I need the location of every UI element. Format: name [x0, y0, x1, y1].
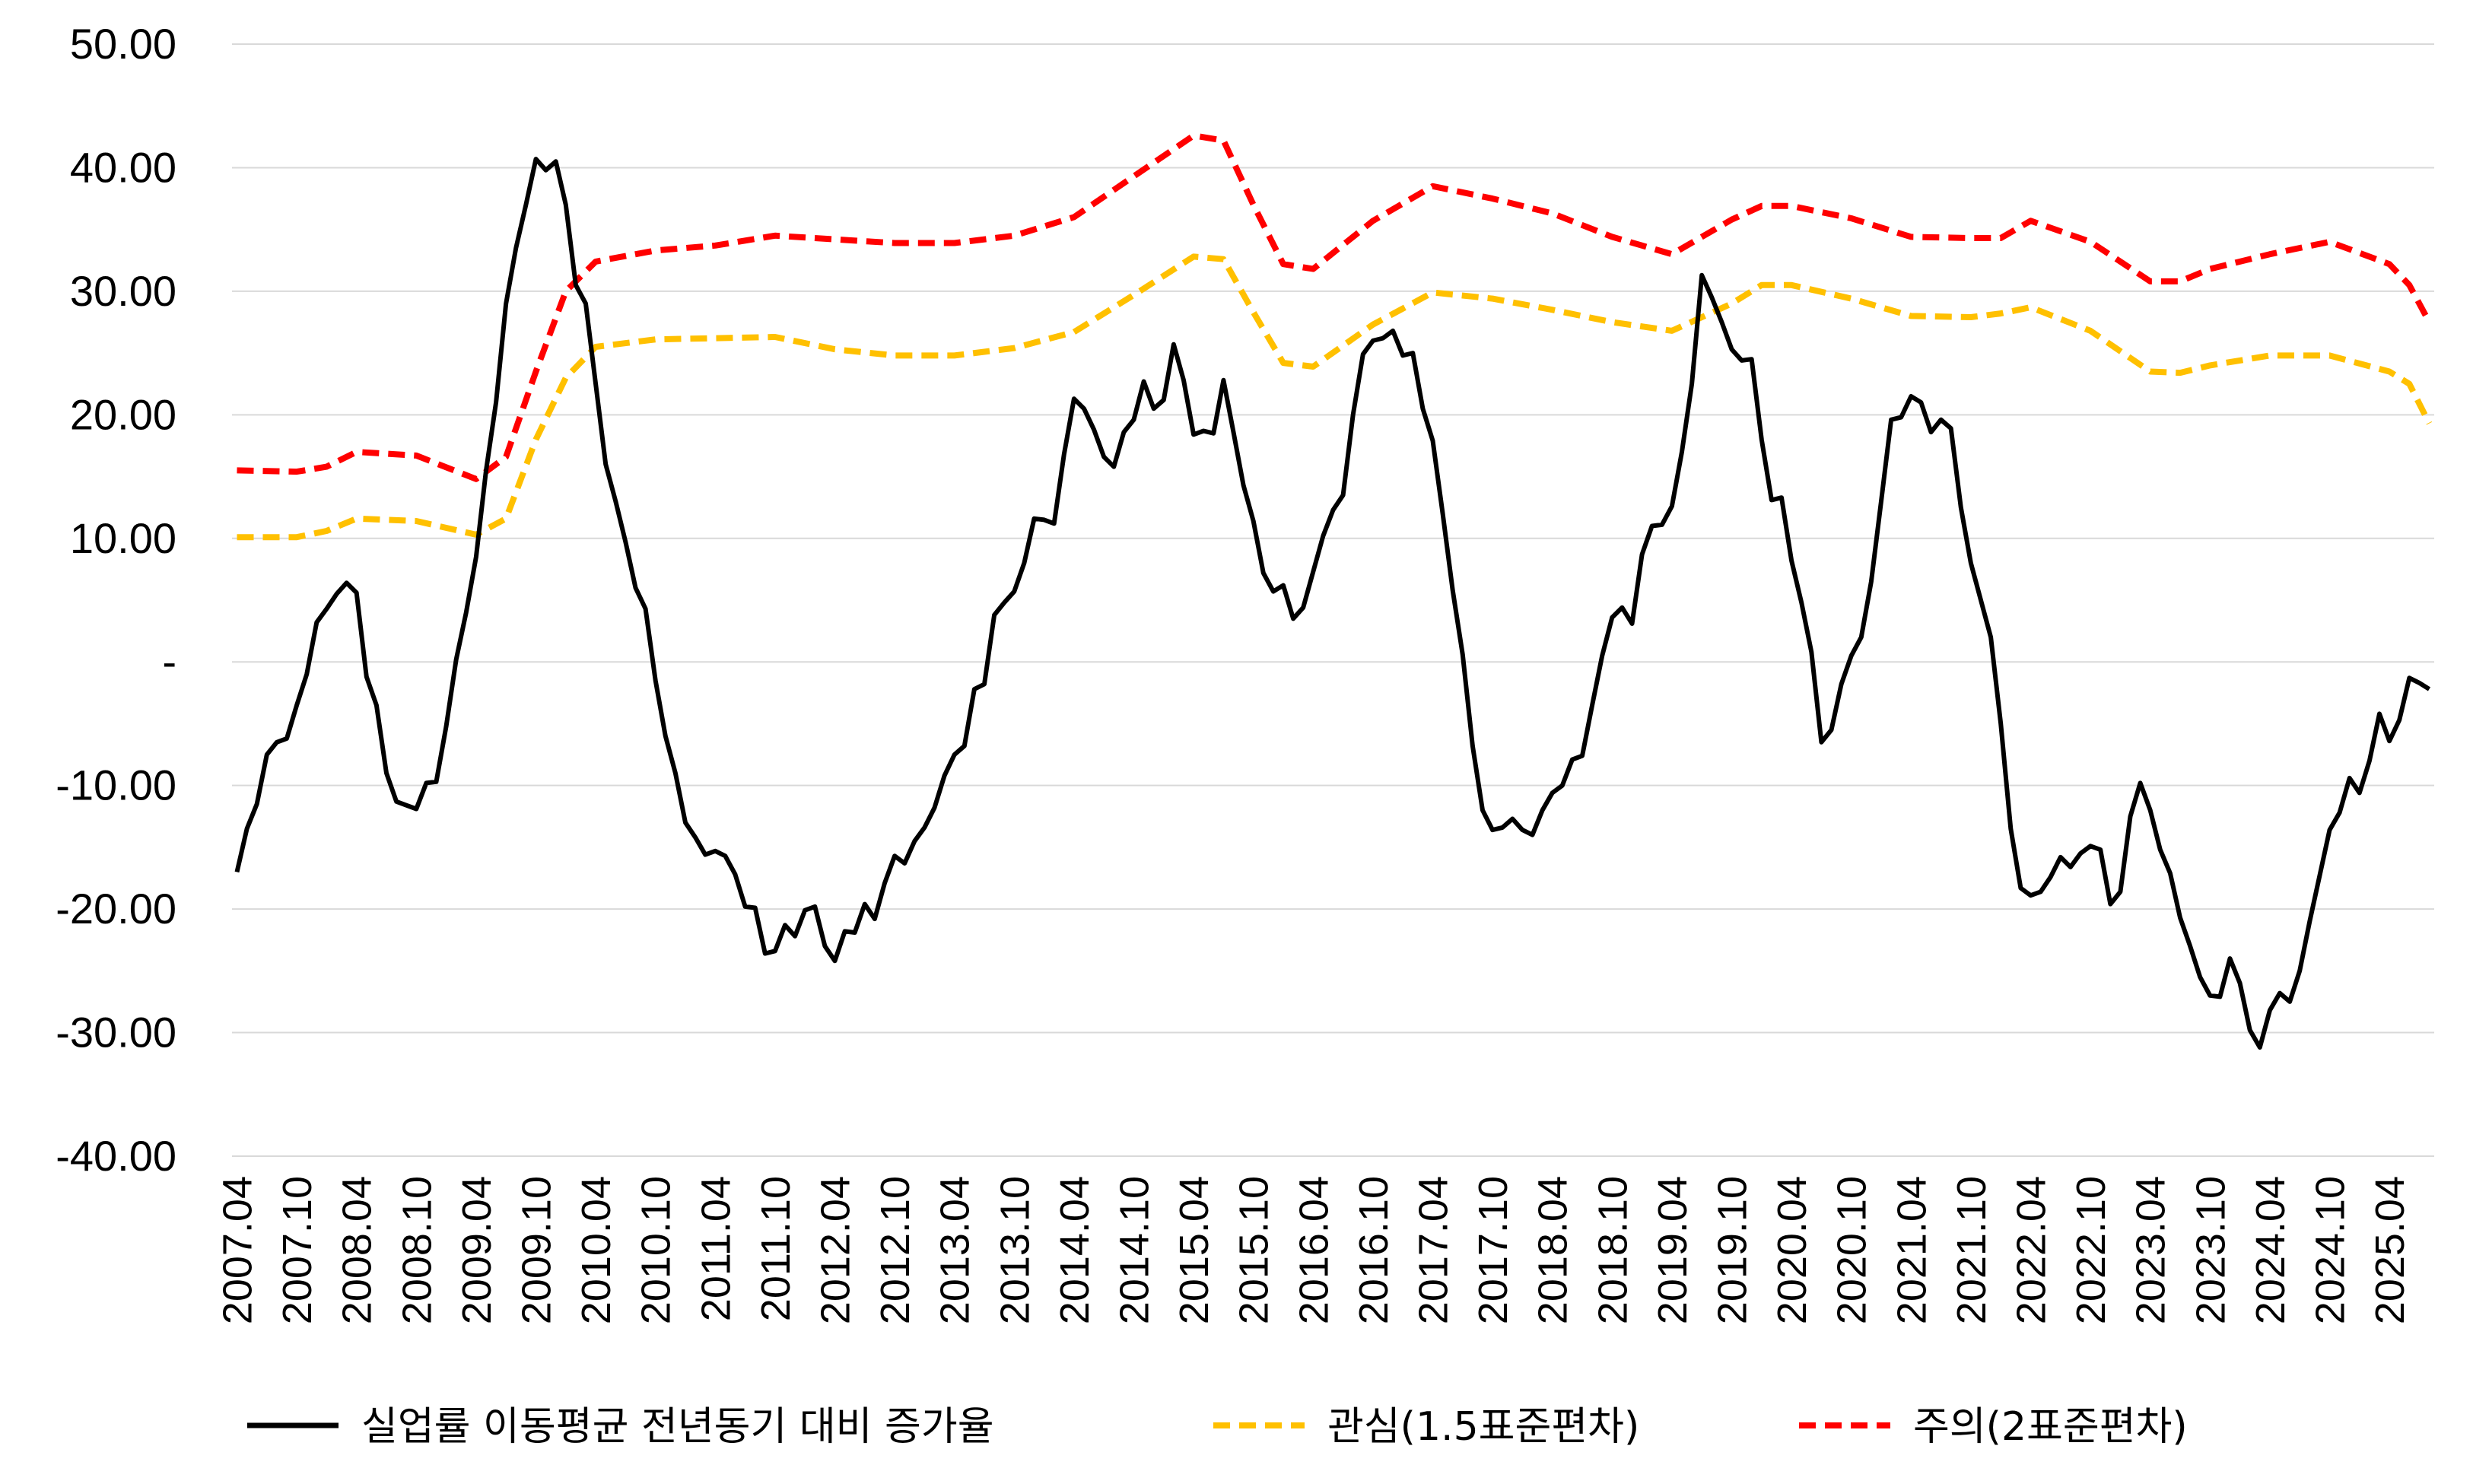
x-tick-label: 2011.04: [693, 1176, 739, 1321]
y-tick-label: -30.00: [56, 1009, 176, 1057]
y-tick-label: -10.00: [56, 761, 176, 809]
y-tick-label: 50.00: [70, 20, 176, 68]
y-tick-label: 20.00: [70, 390, 176, 438]
gridlines: [232, 43, 2434, 1157]
x-tick-label: 2015.04: [1171, 1176, 1217, 1324]
x-tick-label: 2024.10: [2307, 1176, 2353, 1324]
legend-label: 관심(1.5표준편차): [1327, 1404, 1639, 1450]
x-tick-label: 2013.04: [933, 1176, 978, 1324]
x-tick-label: 2019.10: [1709, 1176, 1755, 1324]
x-tick-label: 2011.10: [753, 1176, 799, 1321]
x-tick-label: 2007.04: [215, 1176, 261, 1324]
x-tick-label: 2025.04: [2367, 1176, 2413, 1324]
x-tick-label: 2014.10: [1112, 1176, 1158, 1324]
y-tick-label: 10.00: [70, 514, 176, 562]
x-tick-label: 2024.04: [2248, 1176, 2293, 1324]
x-tick-label: 2019.04: [1650, 1176, 1696, 1324]
x-tick-label: 2008.10: [394, 1176, 440, 1324]
x-tick-label: 2008.04: [335, 1176, 380, 1324]
series-line-warning: [237, 132, 2433, 482]
x-tick-label: 2017.10: [1470, 1176, 1516, 1324]
x-tick-label: 2010.10: [634, 1176, 679, 1324]
legend-label: 실업률 이동평균 전년동기 대비 증가율: [361, 1404, 994, 1450]
x-tick-label: 2018.04: [1531, 1176, 1576, 1324]
x-tick-label: 2020.10: [1829, 1176, 1875, 1324]
series-lines: [234, 132, 2433, 1050]
x-tick-label: 2021.10: [1949, 1176, 1995, 1324]
x-tick-label: 2010.04: [574, 1176, 619, 1324]
y-tick-label: -20.00: [56, 885, 176, 933]
y-tick-label: 30.00: [70, 267, 176, 315]
y-tick-label: 40.00: [70, 143, 176, 191]
x-tick-label: 2012.04: [813, 1176, 859, 1324]
y-tick-label: -: [162, 637, 176, 685]
x-tick-label: 2013.10: [992, 1176, 1038, 1324]
x-tick-label: 2012.10: [873, 1176, 918, 1324]
legend-label: 주의(2표준편차): [1913, 1404, 2188, 1450]
x-tick-label: 2023.10: [2188, 1176, 2233, 1324]
x-tick-label: 2021.04: [1889, 1176, 1934, 1324]
x-axis-ticks: 2007.04 2007.10 2008.04 2008.10 2009.04 2009.…: [215, 1176, 2414, 1324]
x-tick-label: 2009.10: [514, 1176, 560, 1324]
y-tick-label: -40.00: [56, 1132, 176, 1180]
x-tick-label: 2022.04: [2008, 1176, 2054, 1324]
x-tick-label: 2018.10: [1590, 1176, 1635, 1324]
x-tick-label: 2014.04: [1052, 1176, 1098, 1324]
y-axis-ticks: 50.00 40.00 30.00 20.00 10.00 - -10.00 -20.00 -3…: [56, 20, 176, 1180]
x-tick-label: 2022.10: [2068, 1176, 2114, 1324]
x-tick-label: 2016.04: [1291, 1176, 1337, 1324]
legend: 실업률 이동평균 전년동기 대비 증가율 관심(1.5표준편차) 주의(2표준편차): [247, 1404, 2188, 1450]
series-line-unemployment: [234, 157, 2431, 1050]
x-tick-label: 2020.04: [1769, 1176, 1815, 1324]
x-tick-label: 2015.10: [1232, 1176, 1277, 1324]
x-tick-label: 2017.04: [1410, 1176, 1456, 1324]
x-tick-label: 2016.10: [1351, 1176, 1397, 1324]
x-tick-label: 2009.04: [454, 1176, 500, 1324]
x-tick-label: 2007.10: [275, 1176, 320, 1324]
series-line-caution: [237, 253, 2433, 541]
x-tick-label: 2023.04: [2128, 1176, 2174, 1324]
